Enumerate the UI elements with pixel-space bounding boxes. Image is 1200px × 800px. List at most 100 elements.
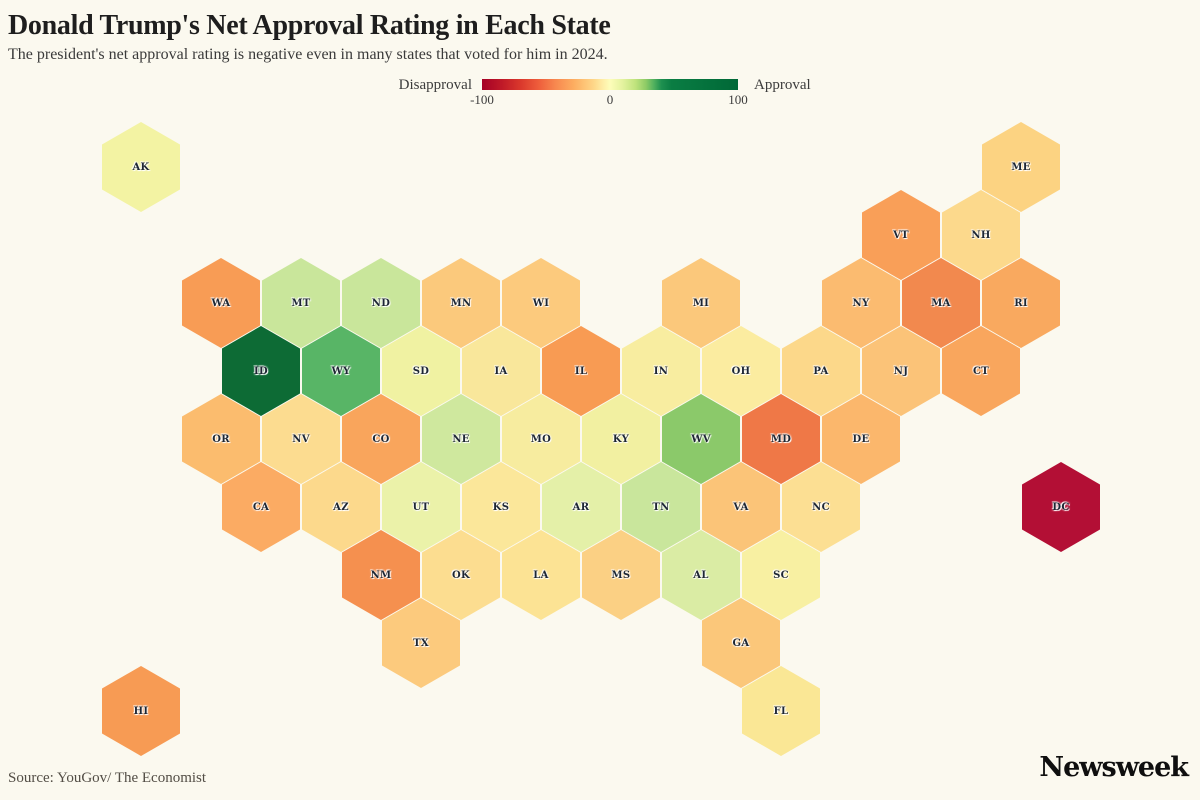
- hex-ak: AK: [102, 122, 180, 212]
- state-label-ks: KS: [492, 501, 510, 513]
- hex-la: LA: [502, 530, 580, 620]
- state-label-me: ME: [1011, 161, 1031, 173]
- hex-wv: WV: [662, 394, 740, 484]
- state-label-ca: CA: [252, 501, 270, 513]
- hex-ct: CT: [942, 326, 1020, 416]
- hex-mo: MO: [502, 394, 580, 484]
- state-label-ms: MS: [611, 569, 631, 581]
- state-label-wi: WI: [532, 297, 550, 309]
- hex-ms: MS: [582, 530, 660, 620]
- state-label-ut: UT: [412, 501, 430, 513]
- hex-ri: RI: [982, 258, 1060, 348]
- hex-nj: NJ: [862, 326, 940, 416]
- hex-nd: ND: [342, 258, 420, 348]
- hex-oh: OH: [702, 326, 780, 416]
- hex-nv: NV: [262, 394, 340, 484]
- hex-mi: MI: [662, 258, 740, 348]
- legend-label-approval: Approval: [754, 77, 811, 93]
- state-label-ok: OK: [451, 569, 470, 581]
- hex-id: ID: [222, 326, 300, 416]
- hex-sc: SC: [742, 530, 820, 620]
- state-label-ar: AR: [572, 501, 590, 513]
- state-label-al: AL: [693, 569, 709, 581]
- hex-dc: DC: [1022, 462, 1100, 552]
- state-label-ia: IA: [494, 365, 508, 377]
- state-label-ma: MA: [931, 297, 951, 309]
- hex-ga: GA: [702, 598, 780, 688]
- hex-wy: WY: [302, 326, 380, 416]
- state-label-vt: VT: [893, 229, 909, 241]
- hex-ks: KS: [462, 462, 540, 552]
- state-label-fl: FL: [773, 705, 789, 717]
- hex-nm: NM: [342, 530, 420, 620]
- legend-tick-zero: 0: [606, 92, 614, 107]
- hex-ne: NE: [422, 394, 500, 484]
- state-label-sc: SC: [773, 569, 789, 581]
- hex-wi: WI: [502, 258, 580, 348]
- state-label-ga: GA: [732, 637, 750, 649]
- state-label-wa: WA: [211, 297, 231, 309]
- state-label-mt: MT: [291, 297, 311, 309]
- state-label-in: IN: [653, 365, 669, 377]
- state-label-co: CO: [372, 433, 390, 445]
- hex-ky: KY: [582, 394, 660, 484]
- state-label-ri: RI: [1014, 297, 1028, 309]
- state-label-nm: NM: [370, 569, 392, 581]
- hex-ma: MA: [902, 258, 980, 348]
- state-label-hi: HI: [133, 705, 149, 717]
- state-label-mi: MI: [692, 297, 710, 309]
- hex-wa: WA: [182, 258, 260, 348]
- hex-tn: TN: [622, 462, 700, 552]
- state-label-az: AZ: [333, 501, 349, 513]
- hex-co: CO: [342, 394, 420, 484]
- state-label-nd: ND: [371, 297, 391, 309]
- state-label-wy: WY: [331, 365, 351, 377]
- hex-me: ME: [982, 122, 1060, 212]
- hex-ca: CA: [222, 462, 300, 552]
- legend-ticks: -100 0 100: [470, 92, 748, 108]
- hex-sd: SD: [382, 326, 460, 416]
- hex-vt: VT: [862, 190, 940, 280]
- hex-mn: MN: [422, 258, 500, 348]
- hex-tx: TX: [382, 598, 460, 688]
- state-label-md: MD: [770, 433, 792, 445]
- hex-il: IL: [542, 326, 620, 416]
- hex-ok: OK: [422, 530, 500, 620]
- state-label-oh: OH: [731, 365, 751, 377]
- state-label-wv: WV: [691, 433, 711, 445]
- state-label-ak: AK: [132, 161, 150, 173]
- state-label-de: DE: [852, 433, 870, 445]
- hex-md: MD: [742, 394, 820, 484]
- hex-de: DE: [822, 394, 900, 484]
- page-title: Donald Trump's Net Approval Rating in Ea…: [8, 10, 611, 41]
- state-label-nj: NJ: [893, 365, 909, 377]
- state-label-ky: KY: [612, 433, 630, 445]
- hex-hi: HI: [102, 666, 180, 756]
- state-label-id: ID: [254, 365, 268, 377]
- state-label-il: IL: [574, 365, 588, 377]
- hex-pa: PA: [782, 326, 860, 416]
- hex-ar: AR: [542, 462, 620, 552]
- hex-fl: FL: [742, 666, 820, 756]
- state-label-sd: SD: [412, 365, 430, 377]
- hex-ny: NY: [822, 258, 900, 348]
- chart-subtitle: The president's net approval rating is n…: [8, 46, 608, 63]
- state-label-mo: MO: [530, 433, 552, 445]
- state-label-mn: MN: [450, 297, 472, 309]
- state-label-la: LA: [533, 569, 549, 581]
- state-label-or: OR: [212, 433, 230, 445]
- legend-tick-min: -100: [470, 92, 494, 107]
- hex-nc: NC: [782, 462, 860, 552]
- hex-in: IN: [622, 326, 700, 416]
- hex-nh: NH: [942, 190, 1020, 280]
- hex-ia: IA: [462, 326, 540, 416]
- state-label-nc: NC: [812, 501, 830, 513]
- hex-ut: UT: [382, 462, 460, 552]
- legend-gradient-bar: [482, 79, 738, 90]
- state-label-nh: NH: [971, 229, 991, 241]
- state-label-ne: NE: [452, 433, 470, 445]
- hex-va: VA: [702, 462, 780, 552]
- hex-mt: MT: [262, 258, 340, 348]
